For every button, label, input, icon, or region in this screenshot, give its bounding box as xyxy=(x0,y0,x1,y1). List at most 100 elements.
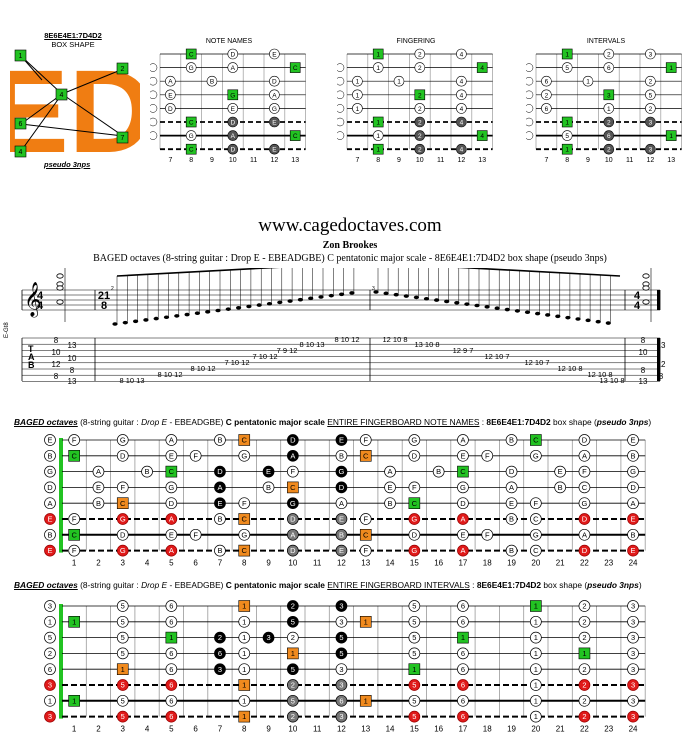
fret-marker-label: 1 xyxy=(242,696,246,705)
site-title[interactable]: www.cagedoctaves.com xyxy=(258,215,442,236)
fret-marker xyxy=(359,434,372,446)
fret-marker-label: 2 xyxy=(291,633,295,642)
mini-marker-label: 2 xyxy=(649,79,653,86)
fret-marker xyxy=(165,631,178,644)
fret-marker xyxy=(578,694,591,707)
fret-marker-label: 5 xyxy=(121,649,125,658)
fret-number: 22 xyxy=(580,559,589,568)
fret-marker-label: 1 xyxy=(582,649,586,658)
mini-open-marker xyxy=(150,131,158,140)
fret-marker xyxy=(238,600,251,612)
fret-number: 19 xyxy=(507,559,516,568)
fret-marker-label: 3 xyxy=(631,696,635,705)
note-head xyxy=(464,302,470,306)
fret-number: 12 xyxy=(337,725,346,734)
mini-fret-number: 8 xyxy=(189,157,193,164)
note-head xyxy=(484,305,490,309)
fret-marker-label: 1 xyxy=(242,665,246,674)
fret-marker xyxy=(505,544,518,557)
fret-marker xyxy=(68,544,81,557)
fret-marker-label: 3 xyxy=(218,665,222,674)
fret-marker xyxy=(44,600,56,612)
fret-marker xyxy=(457,600,469,612)
mini-marker xyxy=(352,75,363,87)
fret-marker-label: 6 xyxy=(461,649,465,658)
note-head xyxy=(423,296,430,301)
fret-marker-label: 5 xyxy=(412,696,416,705)
fret-marker xyxy=(189,528,202,541)
fret-marker xyxy=(287,679,299,691)
mini-marker xyxy=(645,48,656,60)
mini-marker-label: G xyxy=(272,106,277,113)
mini-marker xyxy=(603,103,615,114)
fret-marker xyxy=(44,481,56,494)
fret-number: 1 xyxy=(72,559,77,568)
fret-marker-label: D xyxy=(509,467,515,476)
fret-marker xyxy=(214,434,226,446)
fret-marker xyxy=(44,615,56,628)
fret-marker-label: B xyxy=(217,515,222,524)
mini-open-marker xyxy=(337,104,345,113)
fret-marker-label: 3 xyxy=(48,712,52,721)
fret-marker-label: B xyxy=(47,530,52,539)
fret-marker xyxy=(408,449,421,462)
time-mid-num: 21 xyxy=(98,290,110,302)
fret-marker-label: 6 xyxy=(218,649,222,658)
mini-marker xyxy=(645,103,656,114)
fret-marker-label: G xyxy=(290,499,296,508)
fret-marker-label: G xyxy=(120,515,126,524)
fret-marker xyxy=(165,647,178,660)
mini-marker-label: 2 xyxy=(418,52,422,59)
fret-marker xyxy=(530,434,542,446)
fret-marker xyxy=(335,663,348,676)
fret-marker-label: B xyxy=(339,530,344,539)
fret-marker-label: 2 xyxy=(582,633,586,642)
fret-marker-label: F xyxy=(412,483,417,492)
note-head xyxy=(565,315,571,320)
mini-marker-label: D xyxy=(168,106,173,113)
mini-marker-label: E xyxy=(272,52,277,59)
fret-marker xyxy=(44,663,56,676)
tab-run-group: 8 10 13 xyxy=(299,340,324,349)
mini-marker-label: C xyxy=(189,147,194,154)
mini-marker-label: 2 xyxy=(649,106,653,113)
fret-marker xyxy=(165,694,178,707)
fret-marker-label: A xyxy=(169,546,174,555)
mini-marker-label: E xyxy=(272,147,277,154)
fret-marker-label: C xyxy=(363,530,369,539)
scale-subtitle: BAGED octaves (8-string guitar : Drop E … xyxy=(93,253,607,264)
fret-marker xyxy=(116,544,129,557)
mini-marker xyxy=(227,143,239,155)
mini-marker-label: 3 xyxy=(649,52,653,59)
fret-marker xyxy=(529,544,542,557)
fret-number: 5 xyxy=(169,725,174,734)
note-head xyxy=(535,311,541,316)
fret-marker xyxy=(238,710,251,723)
fret-marker xyxy=(116,513,129,525)
mini-title-note-names: NOTE NAMES xyxy=(205,38,253,45)
fret-marker xyxy=(287,710,299,723)
fret-marker-label: 3 xyxy=(631,617,635,626)
fret-marker xyxy=(92,481,105,494)
tab-fret: 8 xyxy=(70,366,75,375)
fret-marker xyxy=(116,694,129,707)
mini-marker xyxy=(269,48,280,60)
fret-marker xyxy=(116,663,129,675)
fret-marker-label: 5 xyxy=(291,617,295,626)
fret-marker-label: A xyxy=(290,451,295,460)
mini-marker xyxy=(372,130,384,141)
mini-marker-label: C xyxy=(293,133,298,140)
fret-marker xyxy=(287,481,299,494)
mini-open-marker xyxy=(526,131,534,140)
mini-marker xyxy=(456,103,467,114)
fret-marker xyxy=(578,679,591,691)
mini-marker xyxy=(165,75,176,87)
fret-marker-label: B xyxy=(436,467,441,476)
fret-marker xyxy=(529,615,542,628)
fret-number: 5 xyxy=(169,559,174,568)
fret-marker-label: E xyxy=(217,499,222,508)
fret-marker-label: G xyxy=(120,546,126,555)
fret-marker-label: E xyxy=(339,515,344,524)
fret-marker xyxy=(578,449,591,462)
mini-marker xyxy=(476,62,488,73)
